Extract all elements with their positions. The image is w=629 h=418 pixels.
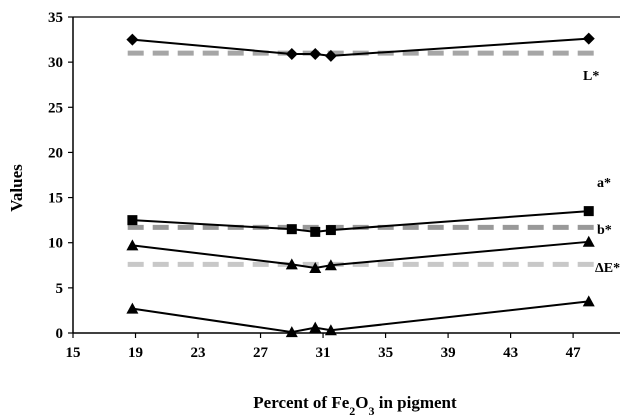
- x-tick-label: 23: [191, 345, 206, 361]
- data-point: [583, 206, 594, 217]
- y-tick-label: 20: [48, 145, 63, 161]
- data-point: [126, 302, 139, 314]
- x-tick-label: 35: [378, 345, 393, 361]
- x-tick-label: 47: [566, 345, 582, 361]
- y-tick-label: 10: [48, 236, 63, 252]
- data-point: [325, 225, 336, 236]
- data-point: [324, 49, 337, 62]
- data-point: [309, 48, 322, 61]
- axes: [72, 16, 620, 334]
- x-tick-label: 39: [441, 345, 456, 361]
- data-point: [324, 259, 337, 271]
- series-line-1: [132, 210, 589, 233]
- data-point: [582, 235, 595, 247]
- data-point: [286, 224, 297, 235]
- y-tick-label: 5: [56, 281, 64, 297]
- data-point: [309, 261, 322, 273]
- series-label: ΔE*: [595, 261, 620, 276]
- data-point: [126, 239, 139, 251]
- y-tick-label: 25: [48, 100, 63, 116]
- series-line-3: [132, 300, 589, 334]
- data-point: [126, 33, 139, 46]
- data-point: [582, 32, 595, 45]
- series-label: L*: [583, 69, 599, 84]
- y-tick-label: 30: [48, 55, 63, 71]
- x-axis-title: Percent of Fe2O3 in pigment: [253, 393, 457, 418]
- y-tick-label: 15: [48, 191, 63, 207]
- y-axis-title: Values: [7, 164, 26, 212]
- y-tick-label: 0: [56, 326, 64, 342]
- x-tick-label: 31: [316, 345, 331, 361]
- data-point: [285, 258, 298, 270]
- data-point: [127, 215, 138, 226]
- data-point: [582, 295, 595, 307]
- series-label: a*: [597, 176, 611, 191]
- data-point: [285, 48, 298, 61]
- data-point: [310, 226, 321, 237]
- series-group: [126, 32, 595, 338]
- x-tick-label: 43: [503, 345, 518, 361]
- data-point: [285, 326, 298, 338]
- x-tick-label: 27: [253, 345, 269, 361]
- series-labels: L* a* b* ΔE*: [583, 69, 620, 276]
- series-line-0: [132, 37, 589, 57]
- data-point: [309, 321, 322, 333]
- reference-lines: [127, 50, 602, 267]
- series-label: b*: [597, 223, 612, 238]
- x-tick-label: 15: [66, 345, 81, 361]
- y-tick-label: 35: [48, 10, 63, 26]
- ticks: 0 5 10 15 20 25 30 35 15 19 23 27 31 35 39 43 47: [48, 10, 581, 361]
- x-tick-label: 19: [128, 345, 143, 361]
